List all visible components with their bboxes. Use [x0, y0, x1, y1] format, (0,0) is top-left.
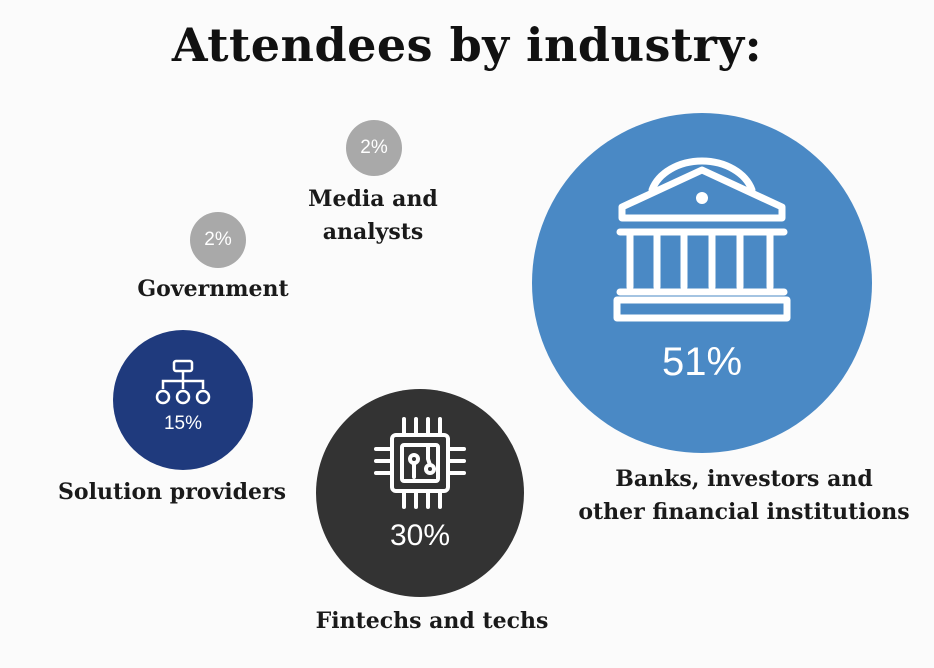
chip-icon — [374, 417, 466, 509]
category-label-fintechs: Fintechs and techs — [315, 608, 549, 634]
category-label-media: Media and analysts — [308, 183, 438, 249]
label-line: analysts — [322, 219, 424, 245]
label-line: Banks, investors and — [615, 466, 873, 492]
bubble-media: 2% — [346, 120, 402, 176]
bank-icon — [613, 157, 791, 321]
category-label-banks: Banks, investors and other financial ins… — [578, 463, 909, 529]
label-line: Media and — [308, 186, 438, 212]
value-label-media: 2% — [360, 137, 388, 158]
bubble-fintechs: 30% — [316, 389, 524, 597]
value-label-fintechs: 30% — [389, 519, 451, 552]
bubble-solution-providers: 15% — [113, 330, 253, 470]
hierarchy-icon — [155, 359, 211, 405]
chart-title: Attendees by industry: — [171, 18, 763, 72]
value-label-banks: 51% — [661, 339, 743, 384]
bubble-government: 2% — [190, 212, 246, 268]
category-label-government: Government — [137, 276, 289, 302]
value-label-solution-providers: 15% — [163, 413, 203, 434]
category-label-solution-providers: Solution providers — [58, 479, 286, 505]
value-label-government: 2% — [204, 229, 232, 250]
bubble-banks: 51% — [532, 113, 872, 453]
label-line: other financial institutions — [578, 499, 910, 525]
